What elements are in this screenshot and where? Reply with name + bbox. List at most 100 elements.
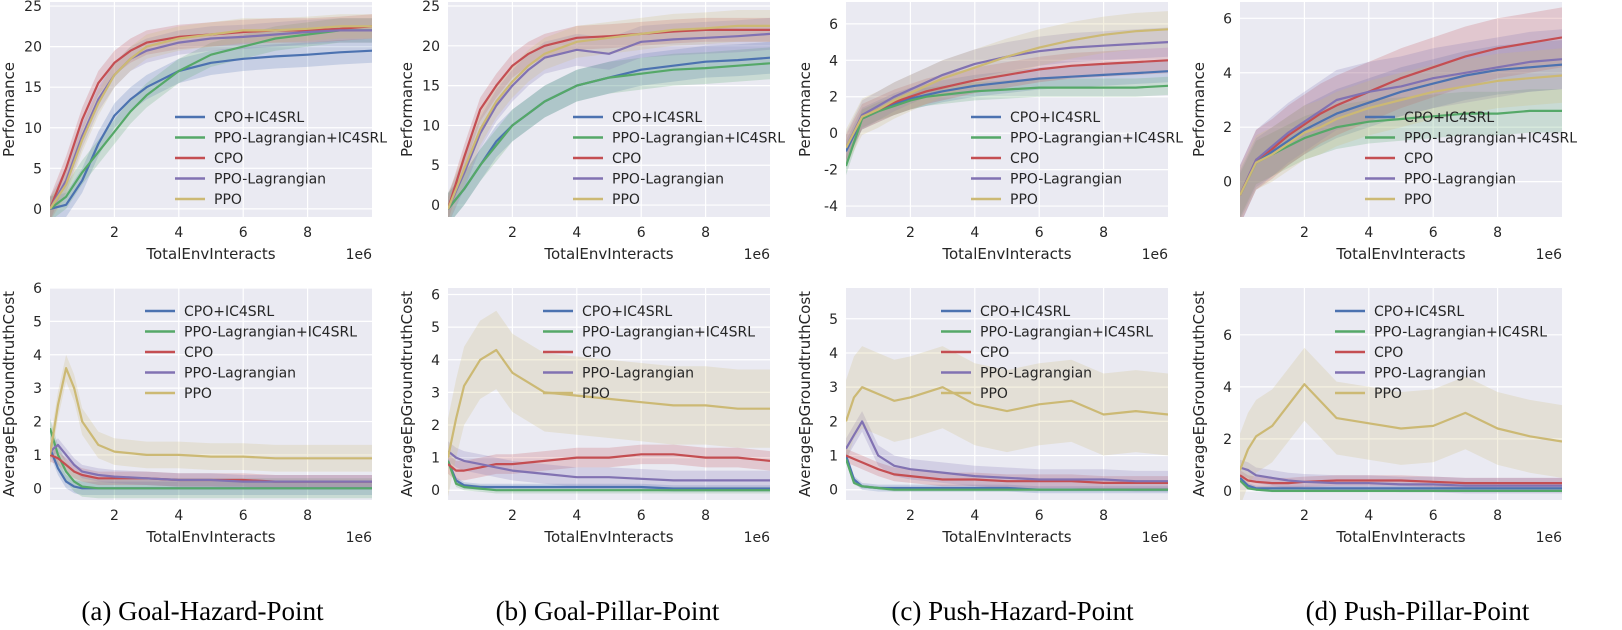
y-axis-label: AverageEpGroundtruthCost bbox=[398, 291, 416, 497]
legend-label: PPO bbox=[582, 386, 610, 402]
x-axis-label: TotalEnvInteracts bbox=[145, 245, 275, 263]
chart-panel-2: 2 4 6 8 0 5 10 15 20 25 TotalEnvInteracts 1e6 Perfor… bbox=[398, 0, 785, 263]
series-line bbox=[1240, 383, 1562, 471]
legend-label: PPO-Lagrangian+IC4SRL bbox=[1374, 325, 1547, 341]
series-line bbox=[1240, 36, 1562, 196]
y-tick-label: 3 bbox=[829, 380, 838, 396]
caption-push-hazard-point: (c) Push-Hazard-Point bbox=[891, 596, 1134, 626]
x-axis-multiplier: 1e6 bbox=[1142, 530, 1169, 546]
legend-label: PPO bbox=[612, 192, 640, 208]
series-line bbox=[448, 453, 770, 472]
series-band bbox=[50, 14, 372, 217]
series-line bbox=[50, 29, 372, 210]
series-band bbox=[50, 438, 372, 489]
x-tick-label: 8 bbox=[701, 225, 710, 241]
series-band bbox=[1240, 7, 1562, 217]
plot-area bbox=[1240, 7, 1562, 217]
x-axis-label: TotalEnvInteracts bbox=[543, 245, 673, 263]
legend-label: PPO-Lagrangian bbox=[1010, 172, 1122, 188]
x-axis-label: TotalEnvInteracts bbox=[145, 528, 275, 546]
y-tick-label: 0 bbox=[33, 202, 42, 218]
legend-label: PPO-Lagrangian bbox=[1404, 172, 1516, 188]
legend-label: PPO bbox=[980, 386, 1008, 402]
series-line bbox=[846, 458, 1168, 491]
series-band bbox=[448, 10, 770, 217]
x-tick-label: 6 bbox=[637, 225, 646, 241]
x-axis-multiplier: 1e6 bbox=[346, 247, 373, 263]
legend-label: PPO bbox=[184, 386, 212, 402]
chart-panel-7: 2 4 6 8 0 1 2 3 4 5 TotalEnvInteracts 1e6 AverageEpG… bbox=[796, 288, 1168, 546]
series-line bbox=[846, 454, 1168, 484]
x-tick-label: 8 bbox=[701, 508, 710, 524]
y-tick-label: 4 bbox=[829, 53, 838, 69]
y-tick-label: 6 bbox=[1223, 11, 1232, 27]
y-tick-label: -4 bbox=[824, 199, 838, 215]
y-tick-label: 6 bbox=[829, 17, 838, 33]
caption-push-pillar-point: (d) Push-Pillar-Point bbox=[1305, 596, 1530, 626]
series-line bbox=[846, 420, 1168, 483]
y-tick-label: 25 bbox=[422, 0, 440, 15]
y-tick-label: 2 bbox=[829, 414, 838, 430]
series-line bbox=[448, 24, 770, 210]
x-tick-label: 6 bbox=[1429, 508, 1438, 524]
x-tick-label: 2 bbox=[1300, 508, 1309, 524]
y-tick-label: 5 bbox=[33, 314, 42, 330]
y-tick-label: 15 bbox=[24, 80, 42, 96]
series-band bbox=[50, 354, 372, 472]
series-band bbox=[846, 346, 1168, 463]
plot-background bbox=[1240, 288, 1562, 500]
x-tick-label: 4 bbox=[572, 508, 581, 524]
series-line bbox=[50, 443, 372, 483]
series-line bbox=[846, 41, 1168, 149]
series-band bbox=[448, 47, 770, 217]
y-axis-label: Performance bbox=[1190, 62, 1208, 157]
x-tick-label: 6 bbox=[1035, 225, 1044, 241]
x-axis-multiplier: 1e6 bbox=[744, 530, 771, 546]
legend-label: PPO-Lagrangian+IC4SRL bbox=[214, 131, 387, 147]
chart-panel-4: 2 4 6 8 0 2 4 6 TotalEnvInteracts 1e6 Performance C… bbox=[1190, 2, 1577, 263]
series-line bbox=[846, 84, 1168, 167]
y-tick-label: 3 bbox=[431, 385, 440, 401]
series-band bbox=[448, 17, 770, 217]
legend-label: CPO bbox=[214, 151, 243, 167]
y-tick-label: 5 bbox=[829, 312, 838, 328]
y-tick-label: 10 bbox=[422, 118, 440, 134]
y-tick-label: 1 bbox=[829, 449, 838, 465]
legend-label: CPO bbox=[1374, 345, 1403, 361]
y-tick-label: 20 bbox=[422, 39, 440, 55]
series-line bbox=[846, 386, 1168, 422]
legend-label: CPO bbox=[1404, 151, 1433, 167]
x-tick-label: 8 bbox=[1099, 225, 1108, 241]
series-line bbox=[1240, 58, 1562, 196]
caption-goal-hazard-point: (a) Goal-Hazard-Point bbox=[81, 596, 324, 626]
y-tick-label: 5 bbox=[431, 158, 440, 174]
legend-label: PPO-Lagrangian+IC4SRL bbox=[184, 325, 357, 341]
series-line bbox=[1240, 477, 1562, 490]
y-tick-label: -2 bbox=[824, 163, 838, 179]
x-tick-label: 2 bbox=[110, 508, 119, 524]
plot-area bbox=[50, 354, 372, 499]
y-tick-label: 2 bbox=[1223, 432, 1232, 448]
y-tick-label: 20 bbox=[24, 40, 42, 56]
y-tick-label: 1 bbox=[431, 451, 440, 467]
legend-label: CPO bbox=[980, 345, 1009, 361]
y-tick-label: 15 bbox=[422, 79, 440, 95]
series-line bbox=[1240, 474, 1562, 485]
legend-label: CPO+IC4SRL bbox=[1374, 304, 1464, 320]
y-tick-label: 2 bbox=[1223, 120, 1232, 136]
legend-label: PPO-Lagrangian+IC4SRL bbox=[980, 325, 1153, 341]
x-tick-label: 2 bbox=[906, 225, 915, 241]
x-tick-label: 6 bbox=[1429, 225, 1438, 241]
legend-label: PPO-Lagrangian bbox=[980, 366, 1092, 382]
plot-background bbox=[846, 288, 1168, 500]
y-tick-label: 5 bbox=[33, 161, 42, 177]
series-band bbox=[448, 441, 770, 491]
plot-area bbox=[846, 346, 1168, 494]
y-tick-label: 0 bbox=[33, 481, 42, 497]
legend-label: CPO+IC4SRL bbox=[1010, 110, 1100, 126]
x-tick-label: 2 bbox=[110, 225, 119, 241]
series-line bbox=[448, 62, 770, 210]
series-line bbox=[1240, 479, 1562, 492]
legend-label: CPO+IC4SRL bbox=[214, 110, 304, 126]
